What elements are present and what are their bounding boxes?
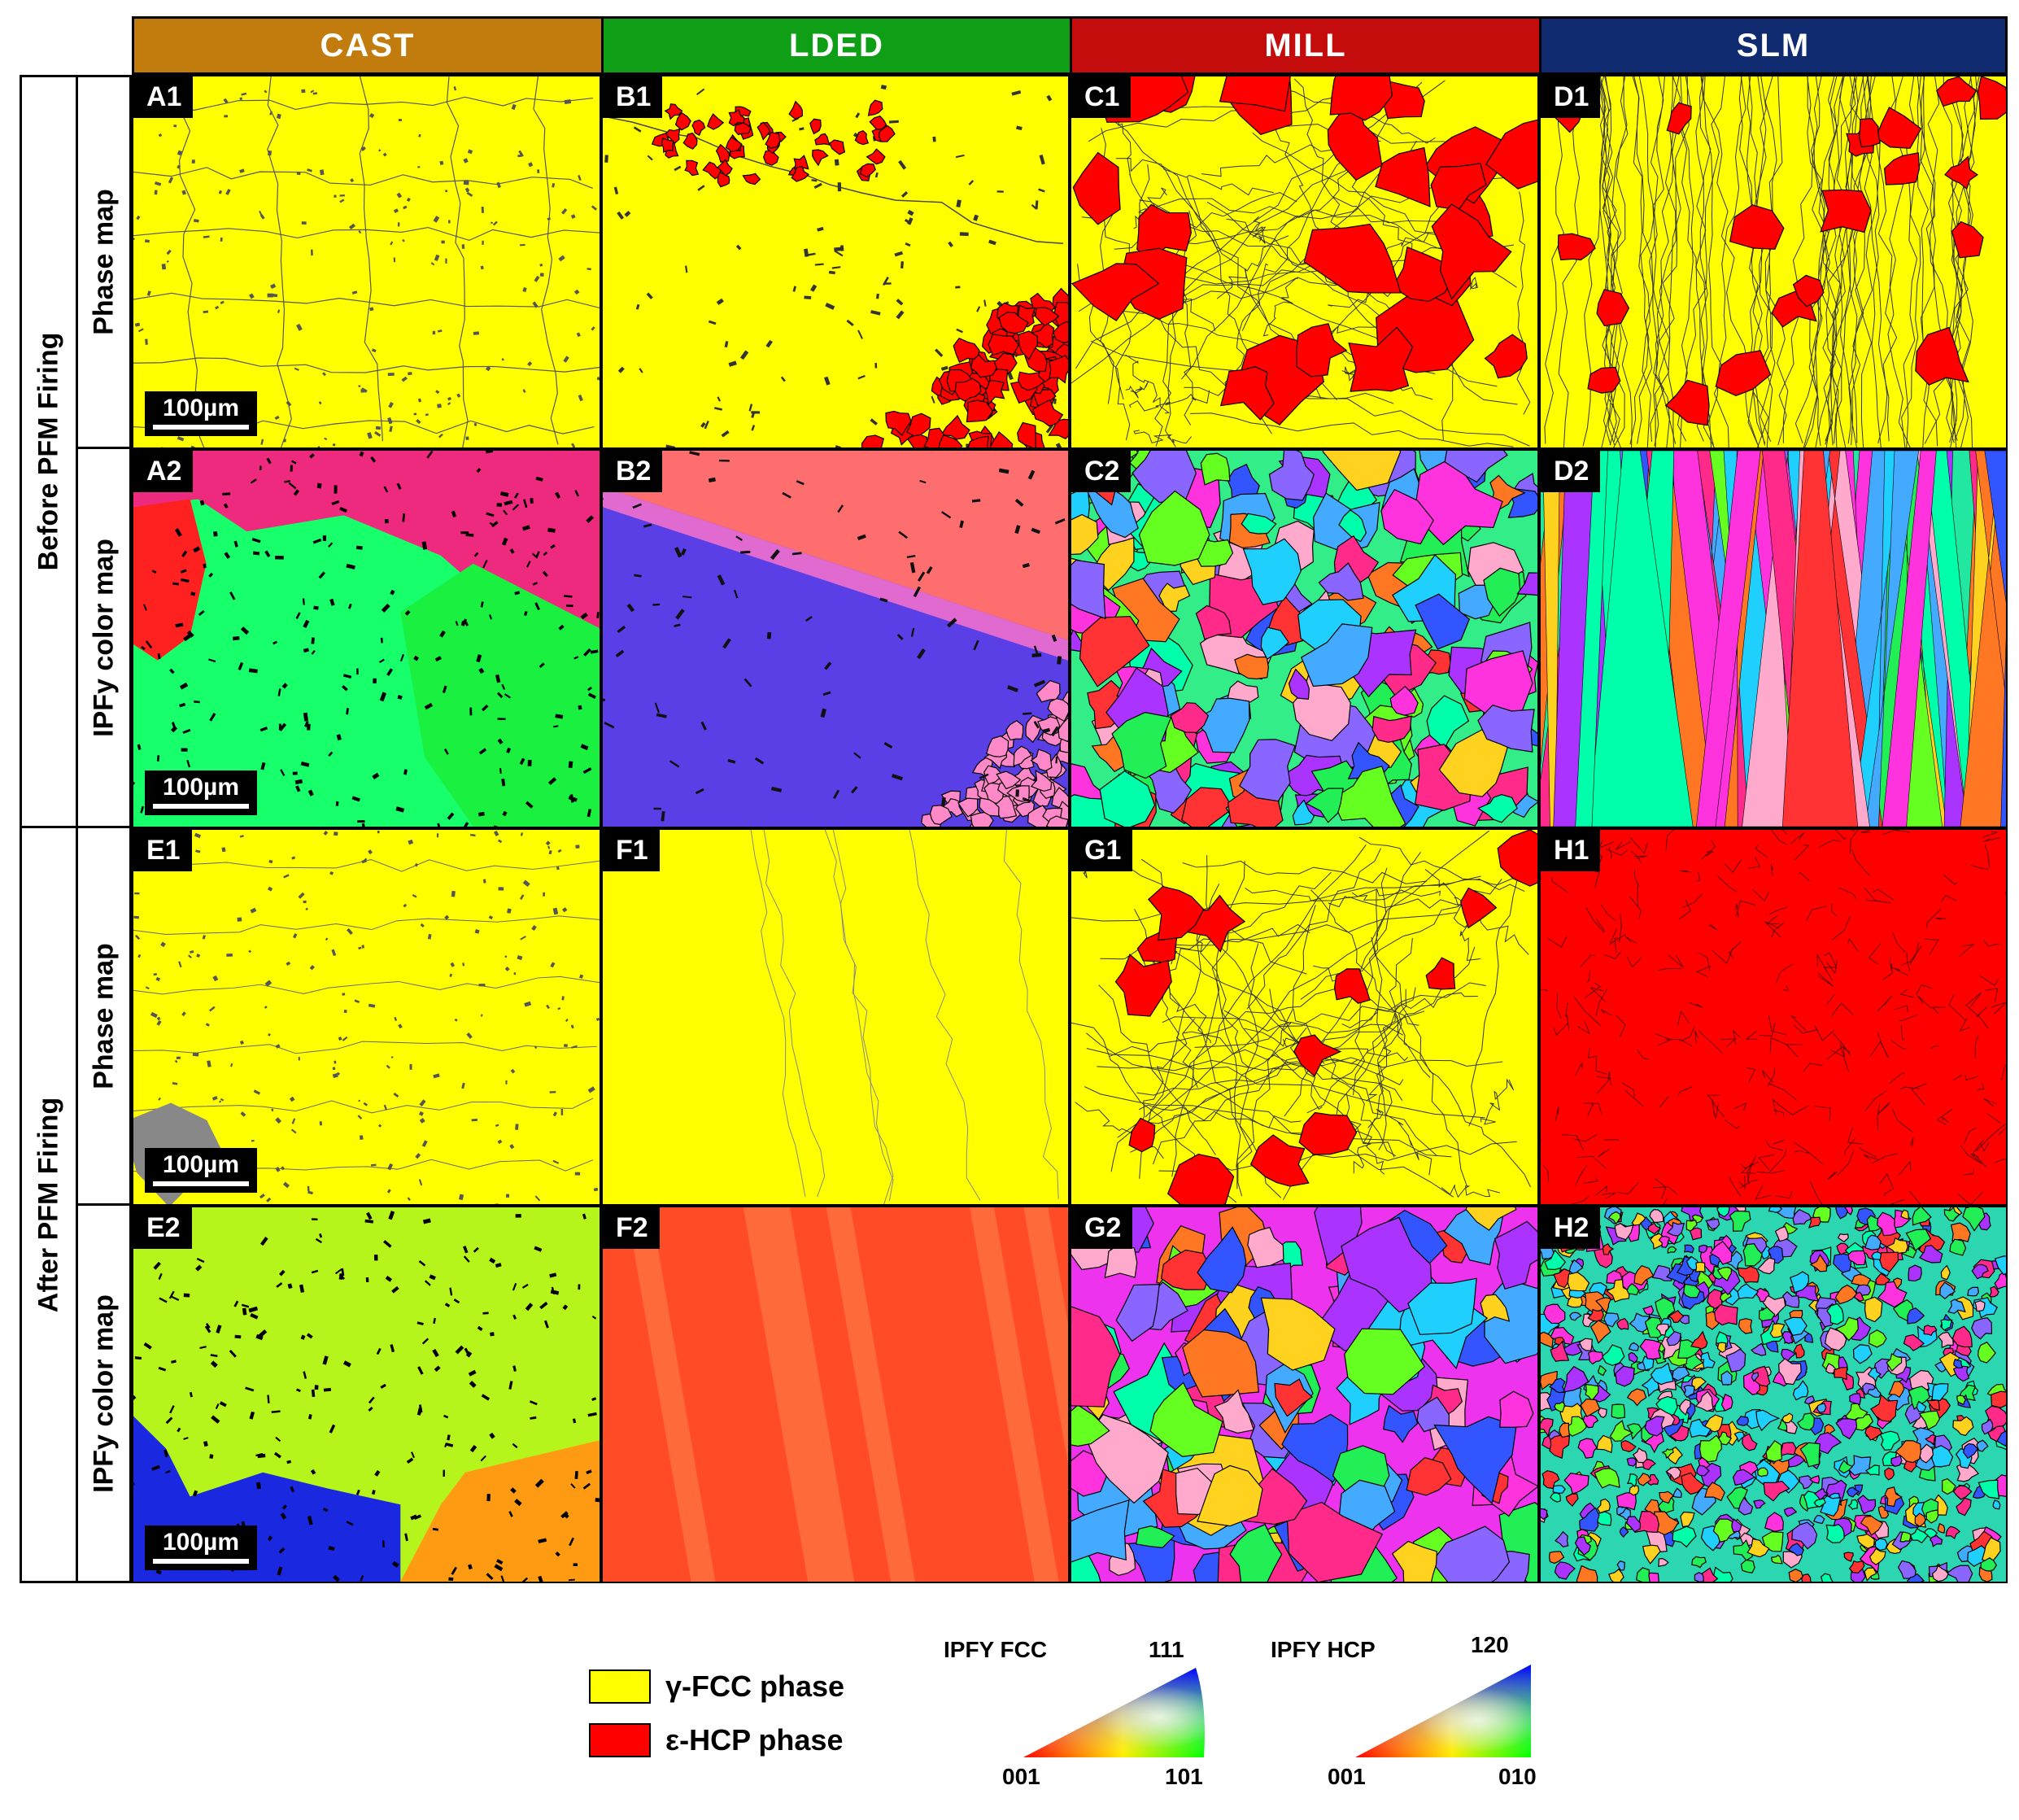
panel-b2-ipf-map: B2 [601, 449, 1070, 828]
panel-g1-phase-map: G1 [1070, 828, 1539, 1206]
scale-bar-label: 100µm [162, 395, 239, 421]
scale-bar-label: 100µm [162, 774, 239, 801]
micrograph-texture [603, 830, 1068, 1204]
micrograph-texture [603, 451, 1068, 827]
scale-bar-line [153, 1559, 249, 1564]
legend-hcp-label: ε-HCP phase [665, 1723, 844, 1757]
row-sub-label: Phase map [88, 942, 119, 1089]
panel-label: D1 [1541, 76, 1601, 118]
scale-bar: 100µm [145, 391, 257, 436]
scale-bar-line [153, 425, 249, 430]
ipf-hcp-triangle-icon [1355, 1665, 1531, 1757]
panel-f2-ipf-map: F2 [601, 1206, 1070, 1583]
ipf-fcc-triangle-icon [1023, 1668, 1205, 1757]
panel-label: F1 [603, 830, 660, 871]
micrograph-texture [133, 1207, 600, 1582]
panel-e1-phase-map: E1 100µm [132, 828, 601, 1206]
panel-d1-phase-map: D1 [1539, 75, 2008, 449]
micrograph-texture [1541, 451, 2006, 827]
panel-label: A1 [133, 76, 194, 118]
legend-fcc-label: γ-FCC phase [665, 1669, 845, 1703]
panel-f1-phase-map: F1 [601, 828, 1070, 1206]
panel-label: D2 [1541, 451, 1601, 492]
row-group-before-label: Before PFM Firing [33, 332, 64, 571]
panel-a1-phase-map: A1 100µm [132, 75, 601, 449]
row-group-after-label: After PFM Firing [33, 1097, 64, 1312]
panel-h1-phase-map: H1 [1539, 828, 2008, 1206]
legend-hcp-swatch [589, 1723, 651, 1757]
ipf-hcp-title: IPFY HCP [1271, 1637, 1376, 1662]
row-sub-before-ipf: IPFy color map [78, 449, 132, 828]
micrograph-texture [1541, 1207, 2006, 1582]
micrograph-texture [1541, 830, 2006, 1204]
column-header-label: LDED [789, 27, 884, 63]
column-header-label: MILL [1264, 27, 1347, 63]
ipf-hcp-top-label: 120 [1471, 1632, 1509, 1657]
scale-bar-label: 100µm [162, 1529, 239, 1556]
column-header-label: CAST [320, 27, 416, 63]
panel-label: B2 [603, 451, 663, 492]
scale-bar: 100µm [145, 1148, 257, 1193]
panel-label: C2 [1071, 451, 1132, 492]
scale-bar-line [153, 804, 249, 809]
panel-d2-ipf-map: D2 [1539, 449, 2008, 828]
column-header-cast: CAST [132, 16, 601, 75]
panel-c1-phase-map: C1 [1070, 75, 1539, 449]
micrograph-texture [1071, 76, 1537, 447]
panel-g2-ipf-map: G2 [1070, 1206, 1539, 1583]
panel-label: A2 [133, 451, 194, 492]
ipf-hcp-left-label: 001 [1328, 1764, 1366, 1789]
micrograph-texture [1541, 76, 2006, 447]
row-sub-after-phase: Phase map [78, 828, 132, 1206]
row-group-before: Before PFM Firing [20, 75, 78, 828]
micrograph-texture [133, 451, 600, 827]
ipf-fcc-top-label: 111 [1149, 1637, 1184, 1662]
micrograph-texture [1071, 1207, 1537, 1582]
panel-a2-ipf-map: A2 100µm [132, 449, 601, 828]
panel-b1-phase-map: B1 [601, 75, 1070, 449]
panel-label: E1 [133, 830, 192, 871]
panel-label: H2 [1541, 1207, 1601, 1249]
panel-h2-ipf-map: H2 [1539, 1206, 2008, 1583]
column-header-slm: SLM [1539, 16, 2008, 75]
micrograph-texture [1071, 830, 1537, 1204]
panel-label: G2 [1071, 1207, 1133, 1249]
row-sub-before-phase: Phase map [78, 75, 132, 449]
panel-label: E2 [133, 1207, 192, 1249]
micrograph-texture [133, 830, 600, 1204]
legend-fcc-swatch [589, 1669, 651, 1704]
panel-label: G1 [1071, 830, 1133, 871]
scale-bar-line [153, 1181, 249, 1186]
panel-e2-ipf-map: E2 100µm [132, 1206, 601, 1583]
row-sub-label: IPFy color map [88, 538, 119, 737]
micrograph-texture [133, 76, 600, 447]
ipf-fcc-title: IPFY FCC [944, 1637, 1048, 1662]
micrograph-texture [1071, 451, 1537, 827]
row-sub-after-ipf: IPFy color map [78, 1206, 132, 1583]
scale-bar-label: 100µm [162, 1151, 239, 1178]
micrograph-texture [603, 1207, 1068, 1582]
row-sub-label: Phase map [88, 189, 119, 335]
column-header-label: SLM [1736, 27, 1811, 63]
micrograph-texture [603, 76, 1068, 447]
ipf-fcc-left-label: 001 [1002, 1764, 1040, 1789]
column-header-mill: MILL [1070, 16, 1539, 75]
panel-label: F2 [603, 1207, 660, 1249]
column-header-lded: LDED [601, 16, 1070, 75]
scale-bar: 100µm [145, 770, 257, 815]
scale-bar: 100µm [145, 1525, 257, 1570]
panel-c2-ipf-map: C2 [1070, 449, 1539, 828]
panel-label: C1 [1071, 76, 1132, 118]
panel-label: B1 [603, 76, 663, 118]
ipf-fcc-right-label: 101 [1165, 1764, 1203, 1789]
panel-label: H1 [1541, 830, 1601, 871]
ipf-hcp-right-label: 010 [1498, 1764, 1537, 1789]
row-sub-label: IPFy color map [88, 1294, 119, 1493]
row-group-after: After PFM Firing [20, 828, 78, 1583]
